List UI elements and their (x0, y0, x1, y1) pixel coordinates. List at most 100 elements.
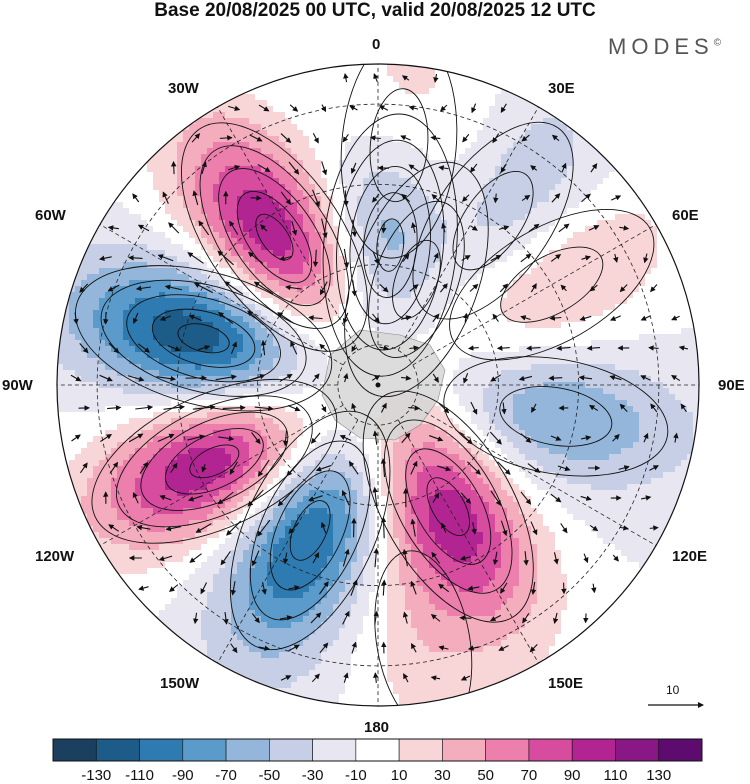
anomaly-cell (345, 286, 352, 293)
anomaly-cell (453, 166, 460, 173)
anomaly-cell (435, 238, 442, 245)
anomaly-cell (435, 142, 442, 149)
anomaly-cell (603, 268, 610, 275)
anomaly-cell (213, 118, 220, 125)
anomaly-cell (399, 112, 406, 119)
anomaly-cell (399, 172, 406, 179)
anomaly-cell (135, 190, 142, 197)
anomaly-cell (111, 328, 118, 335)
anomaly-cell (339, 316, 346, 323)
anomaly-cell (465, 262, 472, 269)
anomaly-cell (117, 250, 124, 257)
anomaly-cell (597, 220, 604, 227)
anomaly-cell (279, 208, 286, 215)
anomaly-cell (243, 118, 250, 125)
anomaly-cell (99, 262, 106, 269)
anomaly-cell (573, 256, 580, 263)
anomaly-cell (399, 262, 406, 269)
anomaly-cell (201, 280, 208, 287)
anomaly-cell (267, 130, 274, 137)
anomaly-cell (303, 148, 310, 155)
anomaly-cell (195, 220, 202, 227)
anomaly-cell (411, 124, 418, 131)
anomaly-cell (261, 310, 268, 317)
anomaly-cell (237, 124, 244, 131)
anomaly-cell (639, 220, 646, 227)
anomaly-cell (657, 184, 664, 191)
anomaly-cell (513, 190, 520, 197)
anomaly-cell (87, 88, 94, 95)
anomaly-cell (411, 328, 418, 335)
anomaly-cell (489, 70, 496, 77)
anomaly-cell (141, 316, 148, 323)
anomaly-cell (471, 208, 478, 215)
anomaly-cell (177, 244, 184, 251)
anomaly-cell (681, 250, 688, 257)
anomaly-cell (201, 232, 208, 239)
anomaly-cell (285, 340, 292, 347)
anomaly-cell (345, 130, 352, 137)
anomaly-cell (99, 286, 106, 293)
anomaly-cell (183, 190, 190, 197)
anomaly-cell (147, 250, 154, 257)
anomaly-cell (369, 238, 376, 245)
anomaly-cell (615, 220, 622, 227)
anomaly-cell (309, 82, 316, 89)
anomaly-cell (321, 202, 328, 209)
anomaly-cell (633, 298, 640, 305)
anomaly-cell (663, 130, 670, 137)
anomaly-cell (213, 298, 220, 305)
anomaly-cell (327, 166, 334, 173)
anomaly-cell (237, 334, 244, 341)
anomaly-cell (399, 232, 406, 239)
anomaly-cell (675, 196, 682, 203)
anomaly-cell (165, 226, 172, 233)
anomaly-cell (183, 70, 190, 77)
anomaly-cell (141, 214, 148, 221)
anomaly-cell (645, 316, 652, 323)
anomaly-cell (615, 184, 622, 191)
anomaly-cell (177, 106, 184, 113)
anomaly-cell (93, 112, 100, 119)
anomaly-cell (651, 178, 658, 185)
anomaly-cell (669, 262, 676, 269)
anomaly-cell (387, 274, 394, 281)
anomaly-cell (573, 190, 580, 197)
anomaly-cell (177, 328, 184, 335)
anomaly-cell (279, 232, 286, 239)
anomaly-cell (57, 226, 64, 233)
anomaly-cell (435, 208, 442, 215)
anomaly-cell (633, 172, 640, 179)
anomaly-cell (573, 214, 580, 221)
anomaly-cell (555, 142, 562, 149)
anomaly-cell (315, 94, 322, 101)
anomaly-cell (279, 280, 286, 287)
anomaly-cell (537, 286, 544, 293)
anomaly-cell (273, 64, 280, 71)
anomaly-cell (387, 292, 394, 299)
anomaly-cell (651, 64, 658, 71)
anomaly-cell (297, 244, 304, 251)
anomaly-cell (267, 334, 274, 341)
anomaly-cell (627, 208, 634, 215)
anomaly-cell (573, 178, 580, 185)
anomaly-cell (189, 214, 196, 221)
anomaly-cell (531, 106, 538, 113)
anomaly-cell (165, 322, 172, 329)
anomaly-cell (327, 142, 334, 149)
anomaly-cell (549, 64, 556, 71)
anomaly-cell (123, 184, 130, 191)
anomaly-cell (75, 280, 82, 287)
anomaly-cell (519, 88, 526, 95)
anomaly-cell (465, 124, 472, 131)
anomaly-cell (207, 118, 214, 125)
anomaly-cell (597, 232, 604, 239)
anomaly-cell (465, 238, 472, 245)
anomaly-cell (357, 316, 364, 323)
anomaly-cell (465, 274, 472, 281)
anomaly-cell (291, 178, 298, 185)
anomaly-cell (123, 310, 130, 317)
anomaly-cell (459, 202, 466, 209)
anomaly-cell (417, 274, 424, 281)
anomaly-cell (261, 208, 268, 215)
